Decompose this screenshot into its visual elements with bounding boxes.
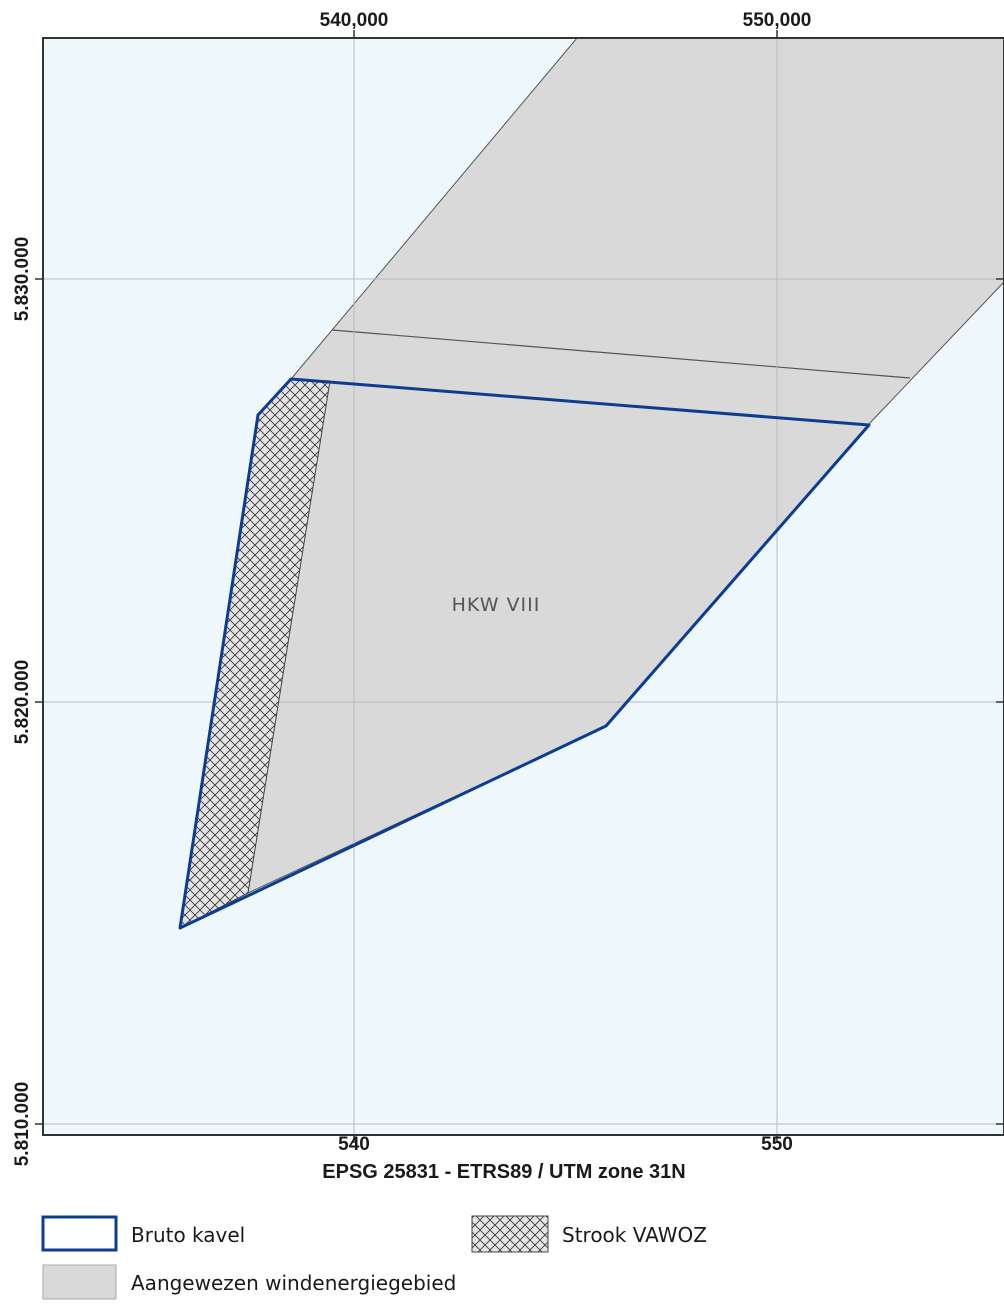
bruto-kavel-outline <box>178 377 871 930</box>
crs-label: EPSG 25831 - ETRS89 / UTM zone 31N <box>322 1161 685 1183</box>
zone-label-hkw-viii: HKW VIII <box>452 594 541 616</box>
legend: Bruto kavel Strook VAWOZ Aangewezen wind… <box>41 1215 707 1300</box>
legend-swatch-strook-vawoz <box>471 1215 549 1253</box>
legend-swatch-bruto-kavel <box>41 1215 118 1252</box>
tick-label-bottom-550: 550 <box>761 1134 793 1155</box>
area-subdivision-line <box>331 329 911 379</box>
tick-label-left-5810000: 5.810.000 <box>12 1082 33 1167</box>
legend-label-bruto-kavel: Bruto kavel <box>131 1223 245 1247</box>
map-frame <box>42 37 1004 1136</box>
tick-label-bottom-540: 540 <box>338 1134 370 1155</box>
legend-label-windenergiegebied: Aangewezen windenergiegebied <box>131 1271 456 1295</box>
tick-label-top-540000: 540,000 <box>320 10 389 31</box>
legend-label-strook-vawoz: Strook VAWOZ <box>562 1223 707 1247</box>
tick-label-top-550000: 550,000 <box>743 10 812 31</box>
legend-swatch-windenergiegebied <box>42 1264 117 1300</box>
tick-label-left-5830000: 5.830.000 <box>12 237 33 322</box>
tick-label-left-5820000: 5.820.000 <box>12 660 33 745</box>
